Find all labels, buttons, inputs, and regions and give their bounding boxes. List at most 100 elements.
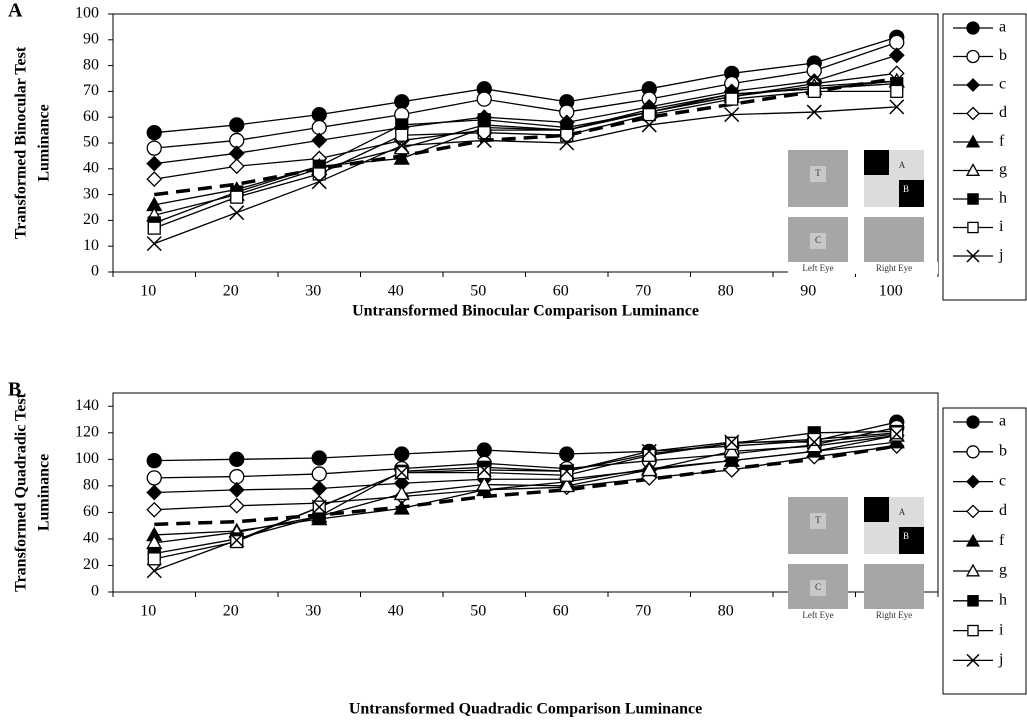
inset-caption: Left Eye <box>802 610 833 620</box>
x-axis-title: Untransformed Quadradic Comparison Lumin… <box>349 701 702 718</box>
data-point <box>312 121 326 135</box>
legend-label: b <box>999 47 1007 64</box>
x-tick-label: 30 <box>305 283 321 300</box>
legend-marker <box>967 22 979 34</box>
data-point <box>477 92 491 106</box>
data-point <box>148 222 160 234</box>
data-point <box>312 467 326 481</box>
y-tick-label: 140 <box>75 397 99 414</box>
data-point <box>147 471 161 485</box>
inset-label: B <box>903 184 909 194</box>
inset-caption: Right Eye <box>876 610 912 620</box>
data-point <box>396 129 408 141</box>
y-tick-label: 70 <box>83 82 99 99</box>
legend-label: c <box>999 472 1006 489</box>
x-tick-label: 50 <box>470 603 486 620</box>
data-point <box>478 114 490 126</box>
y-tick-label: 50 <box>83 134 99 151</box>
legend-label: j <box>998 247 1003 264</box>
x-tick-label: 80 <box>718 603 734 620</box>
data-point <box>312 482 326 496</box>
x-tick-label: 60 <box>553 603 569 620</box>
legend-label: h <box>999 591 1007 608</box>
data-point <box>478 467 490 479</box>
data-point <box>891 85 903 97</box>
data-point <box>230 483 244 497</box>
inset-label: T <box>815 515 821 525</box>
legend-label: h <box>999 190 1007 207</box>
x-tick-label: 60 <box>553 283 569 300</box>
data-point <box>230 206 244 220</box>
data-point <box>808 433 820 445</box>
y-tick-label: 30 <box>83 185 99 202</box>
legend-label: g <box>999 562 1007 579</box>
inset-label: C <box>815 235 821 245</box>
y-axis-title: Luminance <box>36 454 53 531</box>
data-point <box>808 85 820 97</box>
data-point <box>312 451 326 465</box>
data-point <box>231 191 243 203</box>
data-point <box>643 109 655 121</box>
legend-marker <box>968 596 978 606</box>
inset-caption: Right Eye <box>876 263 912 273</box>
y-tick-label: 100 <box>75 5 99 22</box>
data-point <box>230 133 244 147</box>
inset-label: B <box>903 531 909 541</box>
data-point <box>312 108 326 122</box>
x-tick-label: 10 <box>140 283 156 300</box>
legend-label: i <box>999 218 1004 235</box>
y-tick-label: 0 <box>91 583 99 600</box>
data-point <box>148 553 160 565</box>
legend-label: a <box>999 413 1006 430</box>
legend-label: i <box>999 621 1004 638</box>
data-point <box>891 427 903 439</box>
data-point <box>395 447 409 461</box>
inset-label: A <box>899 507 906 517</box>
series-line <box>154 431 897 553</box>
series-line <box>154 446 897 510</box>
legend-label: d <box>999 502 1007 519</box>
data-point <box>147 126 161 140</box>
inset-label: A <box>899 160 906 170</box>
legend-label: f <box>999 532 1005 549</box>
y-tick-label: 90 <box>83 30 99 47</box>
inset-label: C <box>815 582 821 592</box>
y-tick-label: 0 <box>91 263 99 280</box>
inset-label: T <box>815 168 821 178</box>
y-tick-label: 60 <box>83 108 99 125</box>
x-tick-label: 30 <box>305 603 321 620</box>
y-tick-label: 100 <box>75 450 99 467</box>
legend-label: g <box>999 161 1007 178</box>
x-tick-label: 80 <box>718 283 734 300</box>
x-tick-label: 20 <box>223 283 239 300</box>
series-line <box>154 55 897 163</box>
y-axis-title: Luminance <box>36 104 53 181</box>
x-tick-label: 40 <box>388 603 404 620</box>
y-tick-label: 120 <box>75 423 99 440</box>
x-tick-label: 10 <box>140 603 156 620</box>
legend-marker <box>967 416 979 428</box>
data-point <box>147 564 161 578</box>
data-point <box>230 146 244 160</box>
y-tick-label: 20 <box>83 211 99 228</box>
y-tick-label: 40 <box>83 530 99 547</box>
x-tick-label: 70 <box>635 603 651 620</box>
x-tick-label: 70 <box>635 283 651 300</box>
data-point <box>230 452 244 466</box>
data-point <box>147 157 161 171</box>
inset-patch <box>864 150 889 175</box>
legend-marker <box>968 626 978 636</box>
legend-marker <box>967 446 979 458</box>
y-tick-label: 20 <box>83 556 99 573</box>
legend-label: j <box>998 651 1003 668</box>
data-point <box>890 48 904 62</box>
data-point <box>395 95 409 109</box>
data-point <box>147 503 161 517</box>
legend-box <box>943 408 1026 694</box>
y-tick-label: 80 <box>83 477 99 494</box>
series-line <box>154 435 897 492</box>
data-point <box>312 133 326 147</box>
x-tick-label: 90 <box>800 283 816 300</box>
figure: ATransformed Binocular TestLuminanceUntr… <box>0 0 1027 724</box>
data-point <box>230 118 244 132</box>
